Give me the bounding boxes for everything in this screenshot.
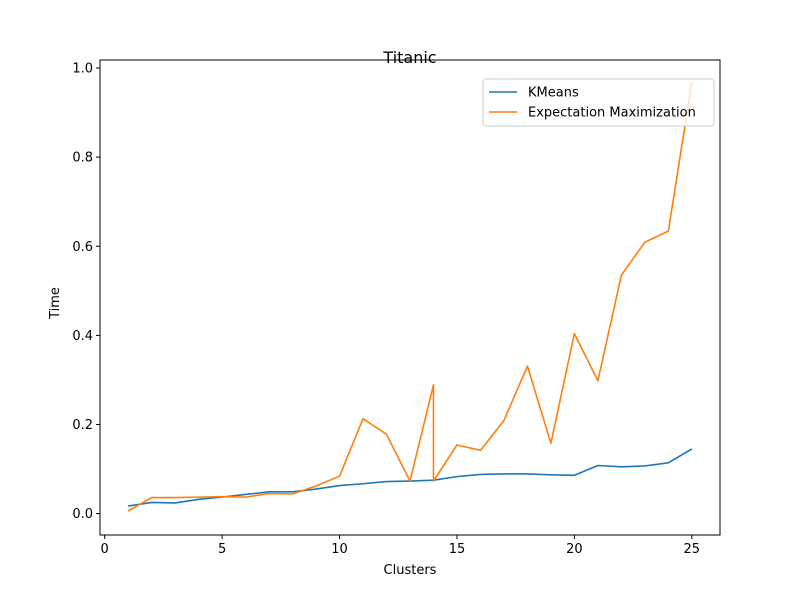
chart-title: Titanic [382, 48, 436, 67]
series-layer [127, 82, 693, 512]
legend: KMeans Expectation Maximization [482, 78, 715, 127]
y-tick-label: 0.8 [72, 151, 93, 166]
y-tick-label: 0.6 [72, 240, 93, 255]
x-tick-label: 10 [331, 542, 348, 557]
legend-label-0: KMeans [528, 86, 579, 101]
x-tick-label: 20 [566, 542, 583, 557]
y-tick-label: 0.2 [72, 418, 93, 433]
x-tick-label: 0 [101, 542, 109, 557]
legend-label-1: Expectation Maximization [528, 106, 696, 121]
y-axis-label: Time [48, 287, 63, 320]
y-tick-label: 0.4 [72, 329, 93, 344]
y-tick-label: 1.0 [72, 62, 93, 77]
series-line-1 [127, 82, 693, 512]
x-tick-label: 25 [684, 542, 701, 557]
x-axis-label: Clusters [384, 563, 437, 578]
y-tick-label: 0.0 [72, 507, 93, 522]
axis-layer: 0 5 10 15 20 25 0.0 0.2 0.4 0.6 0.8 1.0 [72, 62, 700, 557]
plot-frame [99, 59, 721, 536]
legend-box [482, 78, 715, 127]
x-tick-label: 5 [218, 542, 226, 557]
x-tick-label: 15 [449, 542, 466, 557]
